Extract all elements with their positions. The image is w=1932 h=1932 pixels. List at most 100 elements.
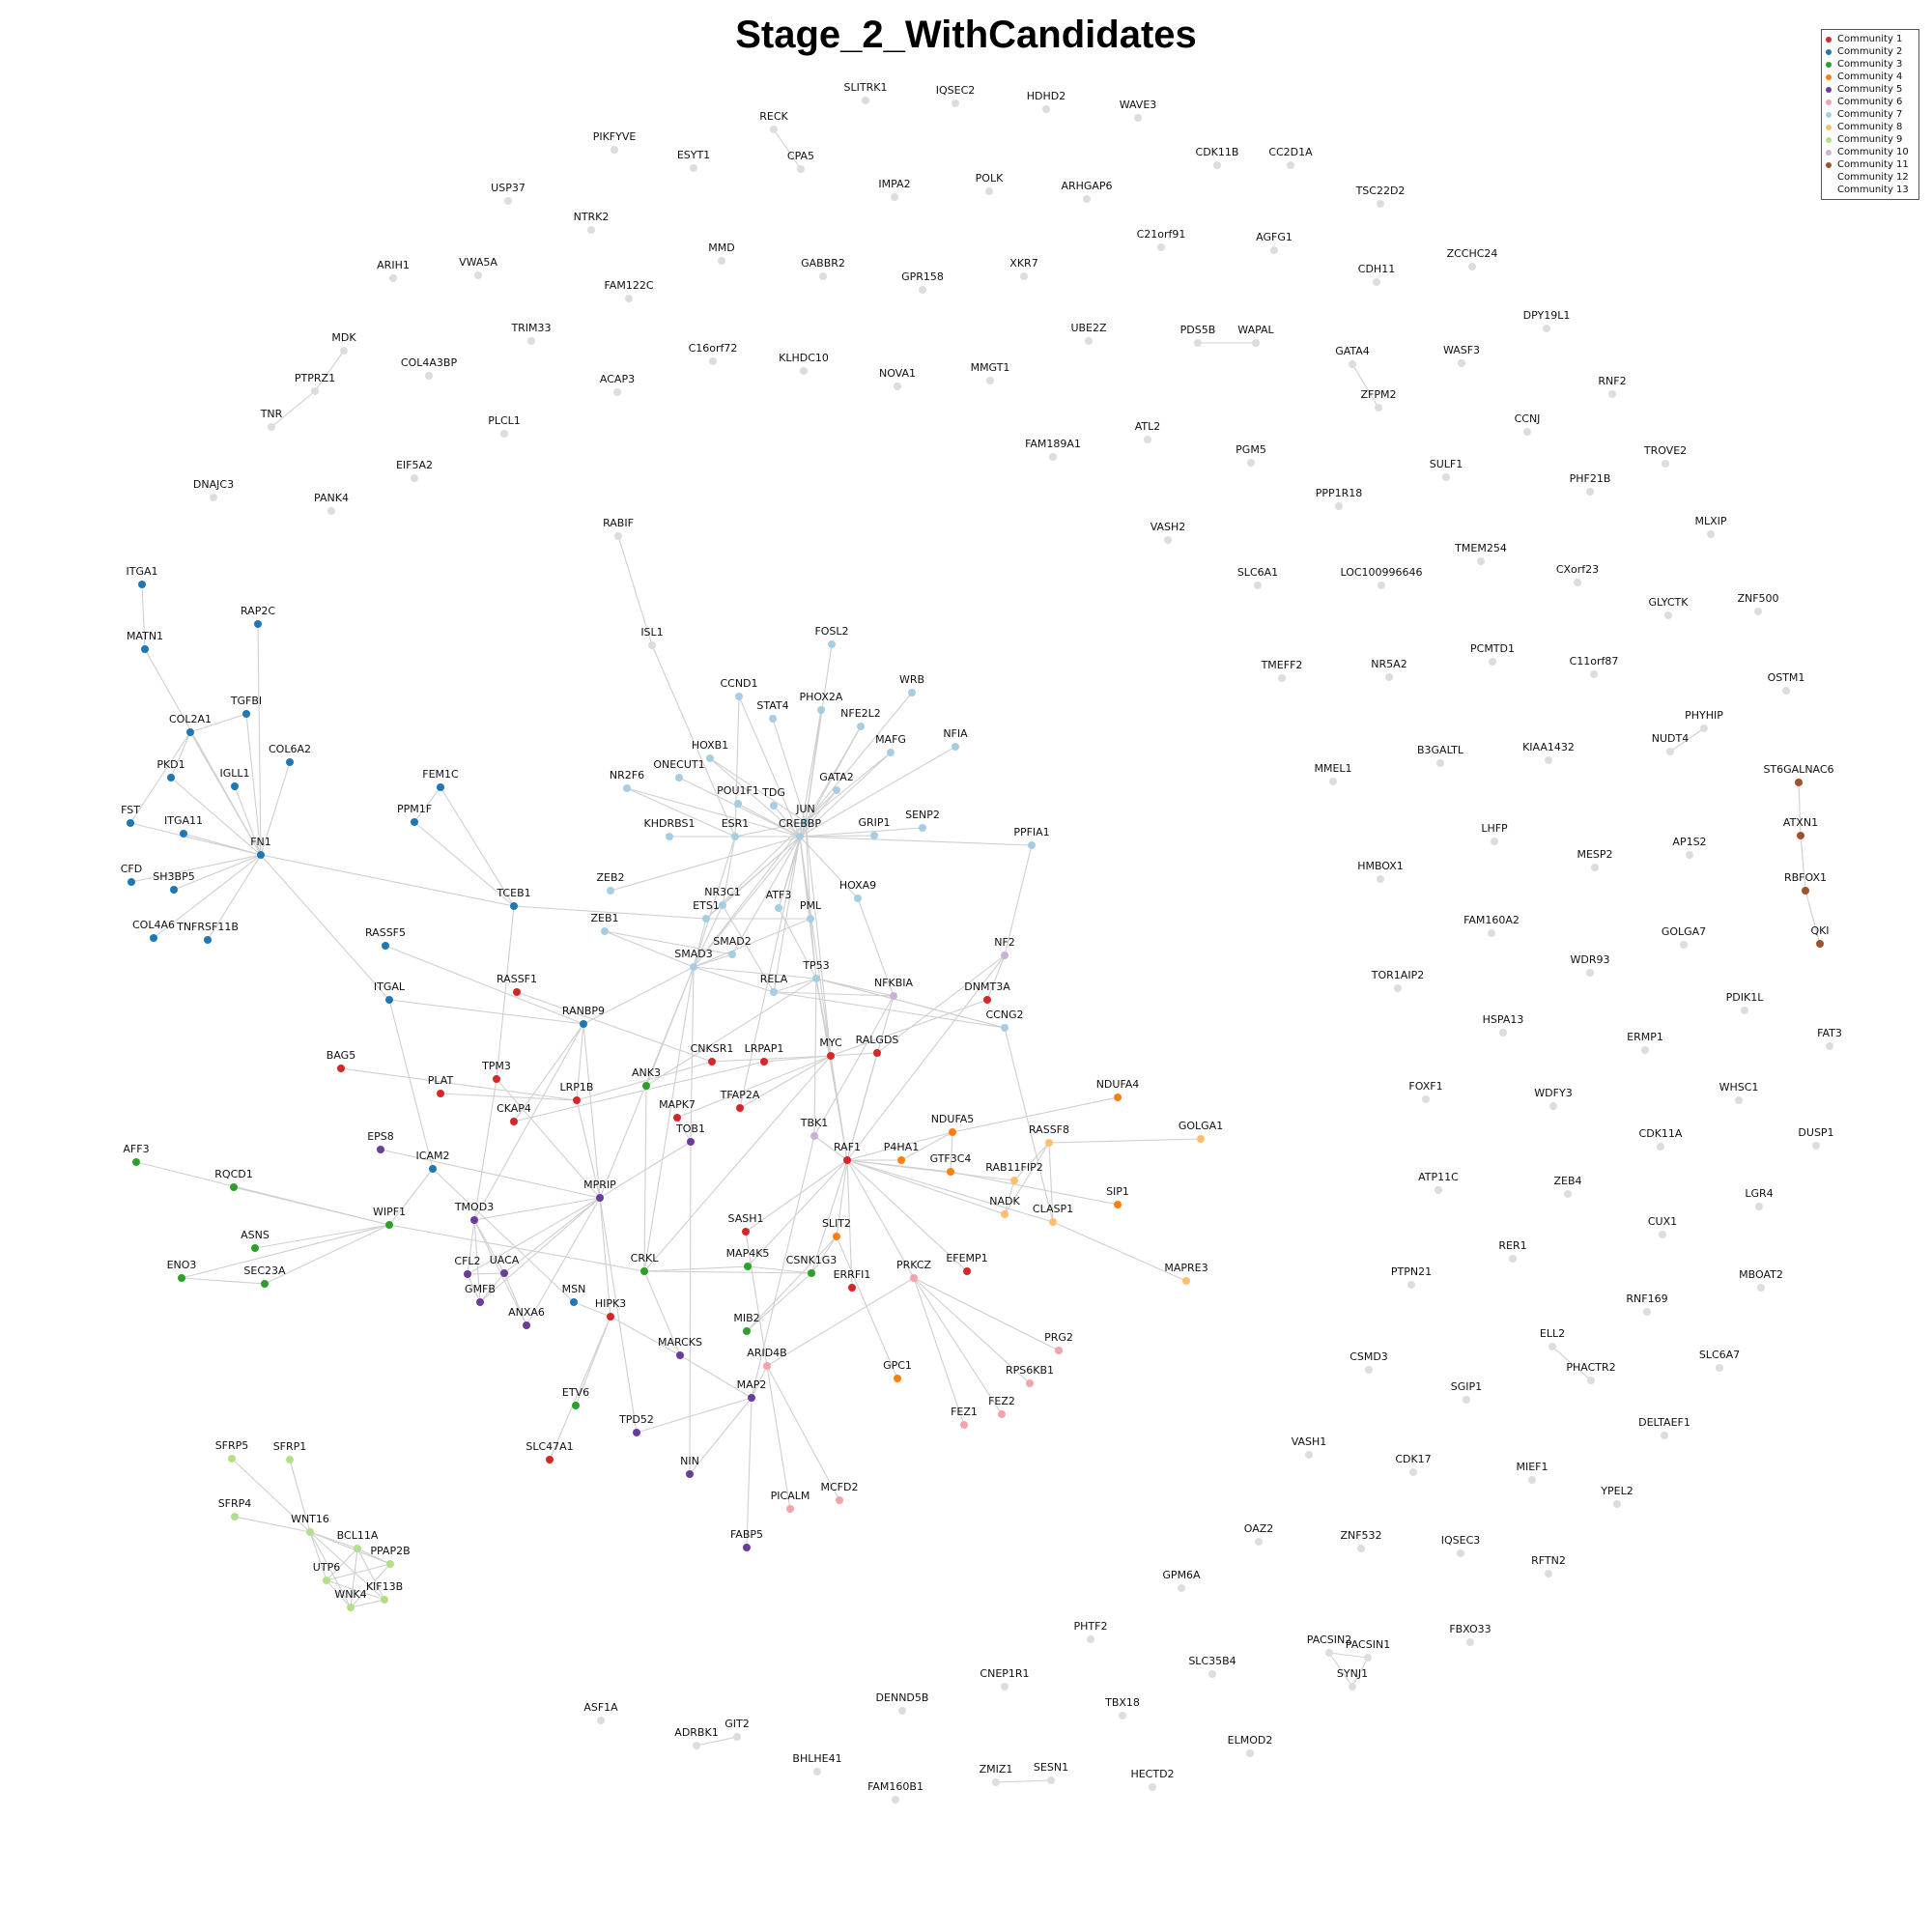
node-wnt16: WNT16 [291,1513,329,1536]
node-dot [611,146,618,154]
node-ppm1f: PPM1F [397,803,432,826]
edge-tmod3-gmfb [473,1219,481,1303]
node-ypel2: YPEL2 [1600,1485,1634,1508]
node-dot [1680,941,1688,949]
node-label: ASNS [241,1229,270,1241]
node-ube2z: UBE2Z [1070,322,1107,345]
node-dot [1523,428,1531,436]
edge-atxn1-rbfox1 [1800,835,1806,892]
node-cdk11a: CDK11A [1639,1127,1683,1151]
node-clasp1: CLASP1 [1033,1203,1073,1226]
node-cpa5: CPA5 [787,150,814,173]
edge-tob1-mapk7 [676,1117,692,1143]
legend-dot-icon [1826,99,1832,105]
node-crkl: CRKL [631,1252,659,1275]
node-dot [728,951,736,958]
edge-tob1-smad3 [690,966,695,1143]
node-dot [894,383,901,390]
node-dot [311,387,319,395]
node-label: FAM189A1 [1025,438,1081,450]
node-csnk1g3: CSNK1G3 [786,1254,837,1277]
node-label: GLYCTK [1649,596,1690,609]
node-pkd1: PKD1 [156,758,185,781]
edge-wnt16-ppap2b [309,1531,391,1565]
node-dot [748,1394,755,1402]
node-gtf3c4: GTF3C4 [930,1152,971,1176]
node-dot [254,620,262,628]
legend-dot-icon [1826,161,1832,168]
edge-git2-adrbk1 [696,1736,738,1747]
edge-crebbp-rela [773,836,801,993]
node-dot [306,1528,314,1536]
node-st6galnac6: ST6GALNAC6 [1763,763,1834,786]
edge-mdk-ptprz1 [314,350,345,392]
node-dot [947,1168,954,1176]
node-label: FAM160A2 [1463,914,1520,926]
node-gata2: GATA2 [819,771,854,794]
node-dot [500,1269,508,1277]
node-label: ONECUT1 [653,758,704,771]
node-dot [327,507,335,515]
node-dot [819,272,827,280]
node-slc6a7: SLC6A7 [1699,1349,1740,1372]
legend-item: Community 2 [1826,45,1915,58]
node-dot [1564,1190,1572,1198]
node-label: PRKCZ [896,1259,932,1271]
node-arih1: ARIH1 [377,259,410,282]
edge-eno3-sec23a [181,1277,266,1285]
node-label: CDK17 [1395,1453,1431,1465]
node-dot [894,1375,901,1382]
node-senp2: SENP2 [905,809,940,832]
edge-prkcz-arid4b [766,1277,915,1367]
node-label: PACSIN2 [1307,1634,1351,1646]
node-label: PPAP2B [370,1545,410,1557]
node-dot [1335,502,1343,510]
edge-tmod3-uaca [473,1219,505,1274]
edge-ell2-phactr2 [1551,1346,1592,1381]
node-wasf3: WASF3 [1443,344,1480,367]
edge-fn1-tceb1 [260,854,515,907]
node-golga7: GOLGA7 [1662,925,1706,949]
node-dot [1757,1284,1765,1292]
node-dot [796,833,804,840]
node-dot [862,97,869,104]
node-zeb4: ZEB4 [1553,1175,1582,1198]
node-label: RASSF1 [497,973,537,985]
node-dot [323,1577,330,1584]
node-pank4: PANK4 [314,492,349,515]
node-dot [1586,969,1594,977]
node-dot [642,1082,650,1090]
node-mapk7: MAPK7 [659,1098,696,1122]
node-dot [1255,1538,1263,1546]
node-label: P4HA1 [884,1141,919,1153]
node-rqcd1: RQCD1 [214,1168,253,1191]
node-label: TBX18 [1104,1696,1140,1709]
edge-fem1c-ppm1f [413,786,441,823]
node-label: SFRP1 [273,1440,307,1453]
node-esr1: ESR1 [722,817,749,840]
node-cfd: CFD [121,863,142,886]
node-dot [231,782,239,790]
node-dot [1458,359,1465,367]
edge-pacsin1-synj1 [1351,1657,1369,1688]
node-label: GOLGA7 [1662,925,1706,938]
node-label: ERMP1 [1627,1031,1663,1043]
node-label: ESYT1 [677,149,710,161]
node-dot [986,377,994,384]
node-dot [1643,1308,1651,1316]
edge-plat-lrp1b [440,1093,578,1101]
legend-label: Community 1 [1837,34,1903,44]
node-label: NDUFA4 [1096,1078,1140,1091]
node-lrpap1: LRPAP1 [745,1042,783,1065]
node-label: ARIH1 [377,259,410,271]
node-label: PPP1R18 [1316,487,1363,499]
node-dot [952,743,959,751]
node-dot [601,927,609,935]
node-label: WDFY3 [1534,1087,1572,1099]
node-dennd5b: DENND5B [876,1691,928,1715]
node-label: IQSEC3 [1441,1534,1481,1547]
node-rassf8: RASSF8 [1029,1123,1069,1147]
node-c21orf91: C21orf91 [1137,228,1185,251]
edge-bag5-lrp1b [340,1067,578,1101]
node-label: ZEB4 [1553,1175,1581,1187]
